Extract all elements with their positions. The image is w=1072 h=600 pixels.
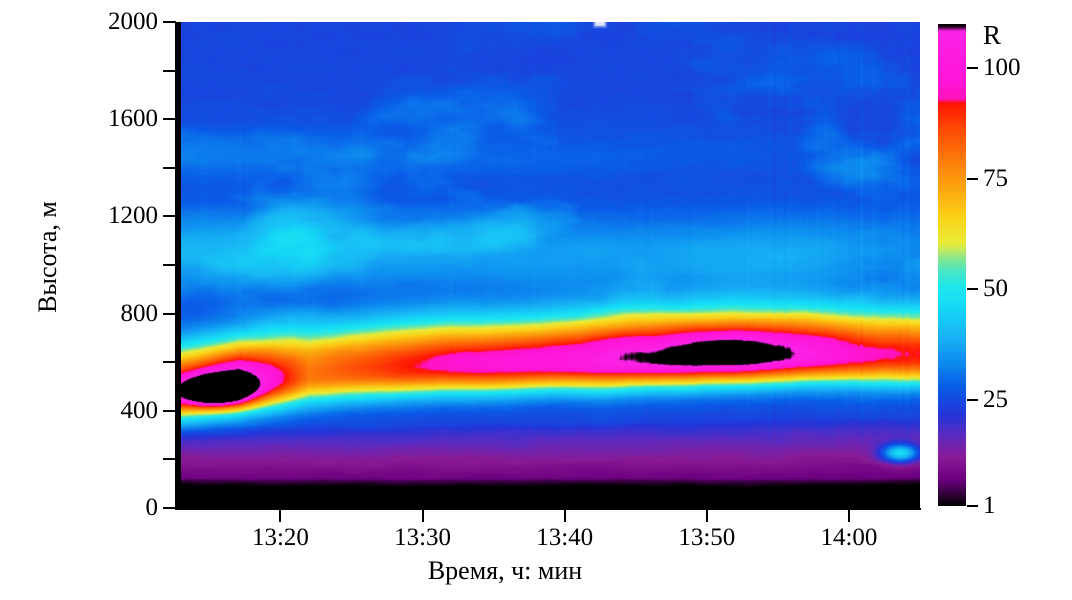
- colorbar-tick: [967, 398, 978, 401]
- y-axis-tick: [163, 69, 176, 72]
- colorbar-gradient: [938, 24, 966, 506]
- y-axis-spine: [175, 22, 181, 509]
- colorbar: [938, 24, 966, 506]
- y-axis-tick: [163, 21, 176, 23]
- x-axis-tick: [847, 509, 850, 522]
- heatmap-canvas: [181, 22, 920, 508]
- x-axis-spine: [175, 508, 921, 510]
- x-axis-tick-label: 13:20: [251, 524, 309, 551]
- y-axis-tick-label: 400: [120, 396, 159, 424]
- colorbar-tick-label: 25: [983, 385, 1008, 413]
- colorbar-tick: [967, 67, 978, 70]
- y-axis-title: Высота, м: [33, 201, 62, 313]
- y-axis-tick: [163, 458, 176, 461]
- y-axis-tick: [163, 312, 176, 315]
- x-axis-title: Время, ч: мин: [427, 556, 583, 585]
- y-axis-tick-label: 2000: [108, 8, 158, 35]
- colorbar-tick-label: 75: [983, 164, 1008, 192]
- y-axis-tick: [163, 361, 176, 364]
- y-axis-tick: [163, 507, 176, 509]
- colorbar-tick: [967, 288, 978, 291]
- y-axis-tick: [163, 166, 176, 169]
- x-axis-tick: [705, 509, 708, 522]
- colorbar-tick-label: 1: [983, 492, 996, 519]
- colorbar-title: R: [983, 20, 1002, 50]
- colorbar-tick: [967, 505, 978, 507]
- colorbar-tick-label: 50: [983, 275, 1008, 303]
- heatmap-plot-area: [181, 22, 920, 508]
- x-axis-tick-label: 13:50: [678, 524, 736, 551]
- y-axis-tick: [163, 264, 176, 266]
- x-axis-tick-label: 14:00: [820, 524, 878, 551]
- y-axis-tick-label: 1600: [108, 105, 158, 133]
- x-axis-tick-label: 13:30: [394, 524, 452, 551]
- colorbar-tick-label: 100: [983, 54, 1021, 82]
- x-axis-tick: [279, 509, 282, 522]
- y-axis-tick-labels: 0 400 800 1200 1600 2000: [48, 0, 158, 540]
- y-axis-tick-label: 1200: [108, 202, 158, 230]
- x-axis-tick: [563, 509, 566, 522]
- y-axis-tick-label: 0: [145, 494, 159, 521]
- y-axis-tick: [163, 118, 176, 121]
- colorbar-tick: [967, 177, 978, 180]
- y-axis-tick-label: 800: [120, 299, 159, 327]
- y-axis-tick: [163, 215, 176, 218]
- x-axis-tick-label: 13:40: [536, 524, 594, 551]
- x-axis-tick: [421, 509, 424, 522]
- y-axis-tick: [163, 409, 176, 412]
